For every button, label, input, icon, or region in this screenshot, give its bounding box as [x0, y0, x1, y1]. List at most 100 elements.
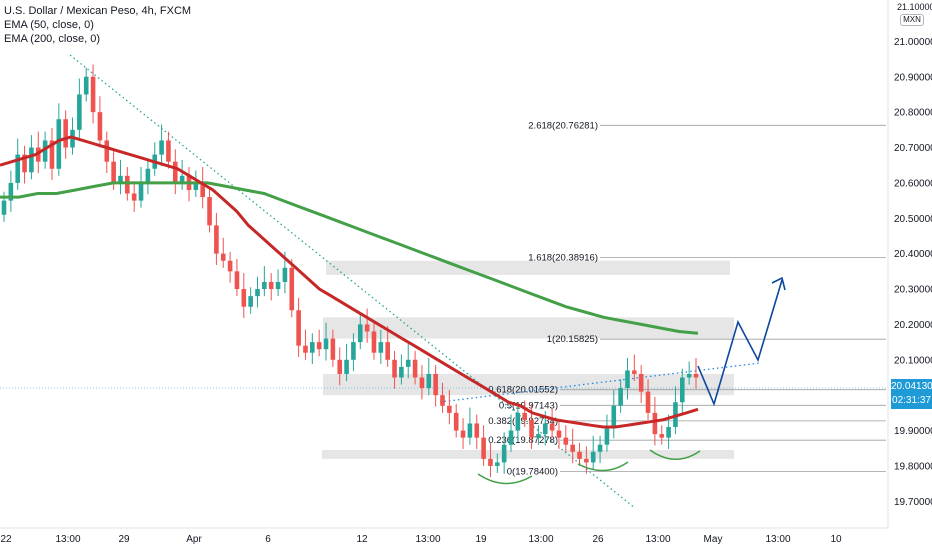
x-tick-label: 19	[475, 534, 487, 545]
candle-body	[351, 342, 356, 360]
candle-body	[364, 324, 370, 332]
y-tick-label: 20.60000	[894, 178, 932, 189]
candle-body	[508, 430, 514, 445]
candle-body	[56, 119, 62, 169]
double-bottom-arcs	[477, 449, 701, 485]
candle-body	[200, 182, 205, 198]
candle-body	[97, 112, 103, 141]
candle-body	[227, 260, 233, 272]
candle-body	[590, 451, 596, 463]
candle-body	[625, 370, 630, 389]
candle-body	[248, 296, 253, 307]
bar-countdown: 02:31:37	[892, 395, 931, 406]
candle-body	[481, 437, 486, 459]
candle-body	[433, 373, 438, 396]
candle-body	[392, 359, 397, 378]
candle-body	[1, 200, 7, 215]
chart-title: U.S. Dollar / Mexican Peso, 4h, FXCM	[4, 5, 192, 17]
smile-arc-1	[477, 473, 533, 485]
candle-body	[77, 94, 82, 130]
trendlines	[69, 54, 761, 509]
candle-body	[618, 388, 623, 406]
candle-body	[679, 377, 685, 403]
y-tick-label: 19.90000	[894, 426, 932, 437]
candle-body	[179, 175, 185, 183]
x-tick-label: 13:00	[55, 534, 80, 545]
candle-body	[611, 405, 617, 428]
candle-body	[241, 289, 247, 307]
y-tick-label: 20.50000	[894, 214, 932, 225]
candle-body	[385, 342, 390, 360]
candle-body	[193, 182, 199, 190]
candle-body	[536, 434, 541, 438]
y-tick-label: 21.00000	[894, 37, 932, 48]
x-tick-label: 6	[265, 534, 271, 545]
candle-body	[440, 395, 445, 406]
candle-body	[460, 430, 466, 438]
candle-body	[255, 289, 260, 297]
x-axis: 22 13:00 29 Apr 6 12 13:00 19 13:00 26 13:00 May 13:…	[0, 534, 842, 545]
candle-body	[412, 359, 418, 378]
candle-body	[234, 271, 240, 290]
candle-body	[138, 182, 144, 201]
candle-body	[693, 373, 699, 378]
candle-body	[344, 359, 349, 374]
candle-body	[29, 147, 34, 173]
y-tick-label: 20.40000	[894, 249, 932, 260]
candle-body	[214, 225, 219, 254]
candle-body	[166, 140, 171, 162]
candle-body	[638, 373, 644, 392]
candle-body	[467, 423, 473, 438]
candle-body	[577, 451, 582, 459]
candle-body	[303, 345, 308, 353]
candle-body	[495, 462, 500, 466]
candle-body	[570, 444, 575, 452]
candle-body	[453, 412, 459, 431]
fib-label: 0.236(19.87278)	[488, 435, 558, 446]
candle-body	[447, 405, 452, 413]
candle-body	[604, 427, 610, 445]
fib-label: 1.618(20.38916)	[528, 252, 598, 263]
candle-body	[159, 140, 164, 155]
candle-body	[118, 175, 123, 183]
candle-body	[220, 253, 226, 261]
candle-body	[316, 342, 322, 350]
candle-body	[686, 373, 692, 378]
candle-body	[549, 423, 555, 431]
fib-label: 0.382(19.92734)	[488, 416, 558, 427]
candle-body	[659, 434, 665, 438]
x-tick-label: Apr	[186, 534, 202, 545]
ema50-line	[0, 135, 699, 429]
candle-body	[131, 193, 137, 201]
candle-body	[145, 168, 151, 183]
candle-body	[282, 267, 288, 282]
x-tick-label: 10	[830, 534, 842, 545]
candle-body	[542, 423, 548, 435]
current-price-tag: 20.04130 02:31:37	[891, 379, 932, 409]
ema200-legend: EMA (200, close, 0)	[4, 33, 100, 45]
candle-body	[268, 281, 274, 290]
candle-body	[8, 182, 14, 201]
candle-body	[323, 338, 329, 350]
candle-body	[262, 281, 267, 290]
candle-body	[419, 377, 425, 389]
candle-body	[22, 154, 27, 173]
x-tick-label: 29	[118, 534, 130, 545]
x-tick-label: 13:00	[415, 534, 440, 545]
candle-body	[310, 342, 315, 353]
y-tick-label: 19.80000	[894, 461, 932, 472]
candle-body	[563, 437, 569, 445]
candle-body	[42, 140, 48, 162]
candle-body	[474, 423, 480, 438]
candle-body	[49, 140, 55, 169]
currency-code: MXN	[900, 14, 924, 26]
candle-body	[371, 331, 377, 353]
fib-label: 0(19.78400)	[507, 467, 558, 478]
currency-badge[interactable]: 21.10000 MXN	[897, 2, 932, 26]
fib-label: 1(20.15825)	[547, 334, 598, 345]
smile-arc-2	[577, 461, 629, 472]
x-tick-label: 22	[0, 534, 12, 545]
projection-arrowhead	[771, 276, 786, 291]
projection-path	[697, 279, 783, 407]
